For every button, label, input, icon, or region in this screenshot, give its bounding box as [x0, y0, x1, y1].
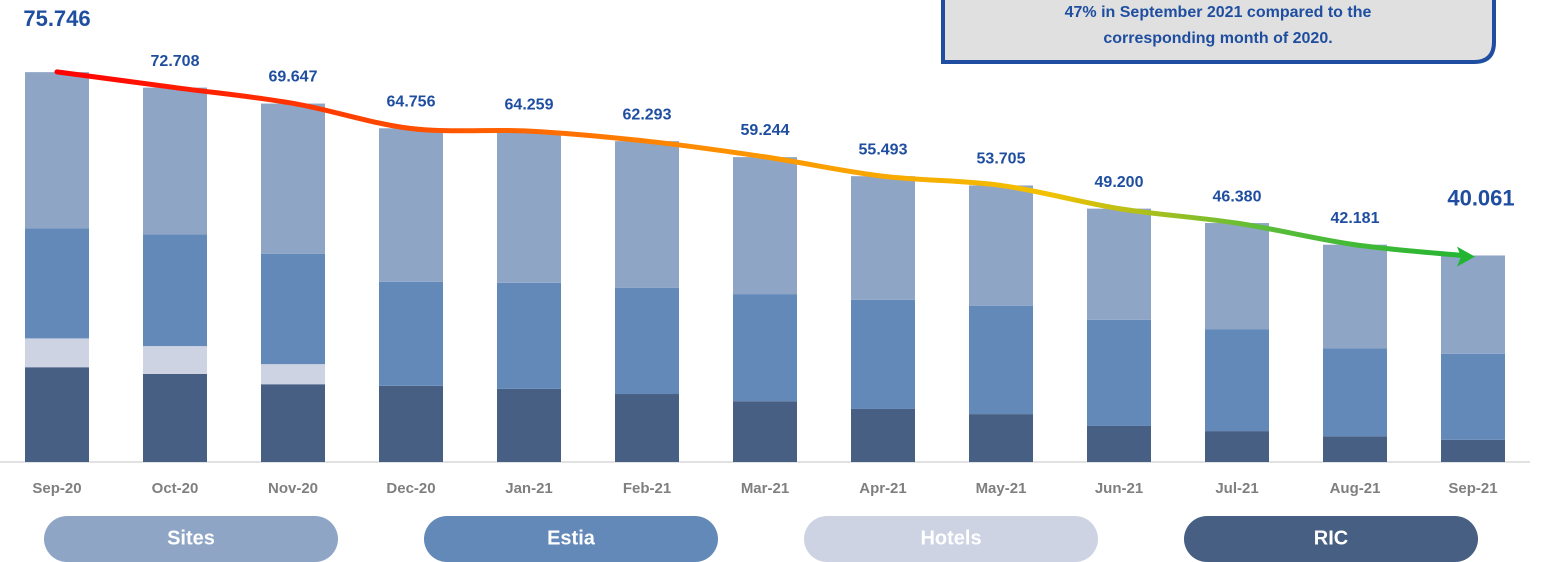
bar-segment — [969, 185, 1033, 306]
legend-label: Estia — [547, 527, 596, 549]
x-tick-label: Nov-20 — [268, 480, 318, 497]
bar-segment — [1323, 244, 1387, 349]
legend-label: Sites — [167, 527, 215, 549]
bar-segment — [733, 401, 797, 462]
total-label: 64.259 — [505, 96, 554, 113]
x-tick-label: Oct-20 — [152, 480, 199, 497]
total-label: 62.293 — [623, 106, 672, 123]
bar-segment — [379, 281, 443, 386]
bar-segment — [1087, 319, 1151, 426]
total-label: 53.705 — [977, 151, 1026, 168]
bar-segment — [261, 103, 325, 254]
bar-segment — [969, 414, 1033, 462]
x-tick-label: Feb-21 — [623, 480, 671, 497]
total-label: 49.200 — [1095, 174, 1144, 191]
x-tick-label: Sep-20 — [32, 480, 81, 497]
legend-pill — [424, 516, 718, 562]
bar-segment — [261, 384, 325, 462]
total-label: 40.061 — [1447, 185, 1514, 210]
legend-label: RIC — [1314, 527, 1348, 549]
bar-segment — [615, 287, 679, 395]
bar-segment — [851, 176, 915, 300]
bar-segment — [497, 282, 561, 389]
x-tick-label: Dec-20 — [386, 480, 435, 497]
bar-segment — [379, 128, 443, 282]
x-tick-label: May-21 — [976, 480, 1027, 497]
bar-segment — [733, 157, 797, 295]
bar-segment — [1205, 431, 1269, 462]
bar-segment — [1087, 425, 1151, 462]
x-tick-label: Apr-21 — [859, 480, 907, 497]
legend-pill — [1184, 516, 1478, 562]
bar-segment — [25, 72, 89, 229]
bar-segment — [1441, 353, 1505, 440]
bar-segment — [143, 346, 207, 374]
bar-segment — [1205, 329, 1269, 432]
bar-segment — [1441, 255, 1505, 354]
bar-segment — [615, 141, 679, 288]
bar-segment — [851, 299, 915, 409]
total-label: 72.708 — [151, 53, 200, 70]
bar-segment — [143, 87, 207, 235]
bar-segment — [25, 367, 89, 462]
total-label: 42.181 — [1331, 210, 1380, 227]
x-tick-label: Aug-21 — [1330, 480, 1381, 497]
bar-segment — [143, 373, 207, 462]
bar-segment — [733, 294, 797, 402]
bar-segment — [143, 234, 207, 347]
total-label: 75.746 — [23, 6, 90, 31]
total-label: 64.756 — [387, 94, 436, 111]
x-tick-label: Jun-21 — [1095, 480, 1143, 497]
bar-segment — [969, 305, 1033, 415]
total-label: 59.244 — [741, 122, 790, 139]
bar-segment — [497, 388, 561, 462]
bar-segment — [261, 253, 325, 365]
bar-segment — [1087, 208, 1151, 320]
x-tick-label: Jul-21 — [1215, 480, 1258, 497]
bar-segment — [261, 364, 325, 385]
x-tick-label: Mar-21 — [741, 480, 789, 497]
bar-segment — [25, 228, 89, 339]
total-label: 55.493 — [859, 141, 908, 158]
total-label: 69.647 — [269, 69, 318, 86]
legend-pill — [804, 516, 1098, 562]
legend-label: Hotels — [920, 527, 981, 549]
annotation-line: 47% in September 2021 compared to the — [1065, 4, 1372, 21]
bar-segment — [1323, 436, 1387, 462]
annotation-box — [941, 0, 1496, 64]
bar-segment — [379, 385, 443, 462]
bar-segment — [615, 394, 679, 462]
trend-arrow — [1457, 246, 1475, 267]
x-tick-label: Sep-21 — [1448, 480, 1497, 497]
trend-line — [54, 69, 1468, 259]
total-label: 46.380 — [1213, 188, 1262, 205]
bar-segment — [1205, 223, 1269, 330]
bar-segment — [25, 338, 89, 368]
bar-segment — [851, 408, 915, 462]
bar-segment — [1323, 348, 1387, 437]
annotation-line: corresponding month of 2020. — [1103, 30, 1332, 47]
x-tick-label: Jan-21 — [505, 480, 553, 497]
bar-segment — [1441, 439, 1505, 462]
legend-pill — [44, 516, 338, 562]
bar-segment — [497, 130, 561, 283]
